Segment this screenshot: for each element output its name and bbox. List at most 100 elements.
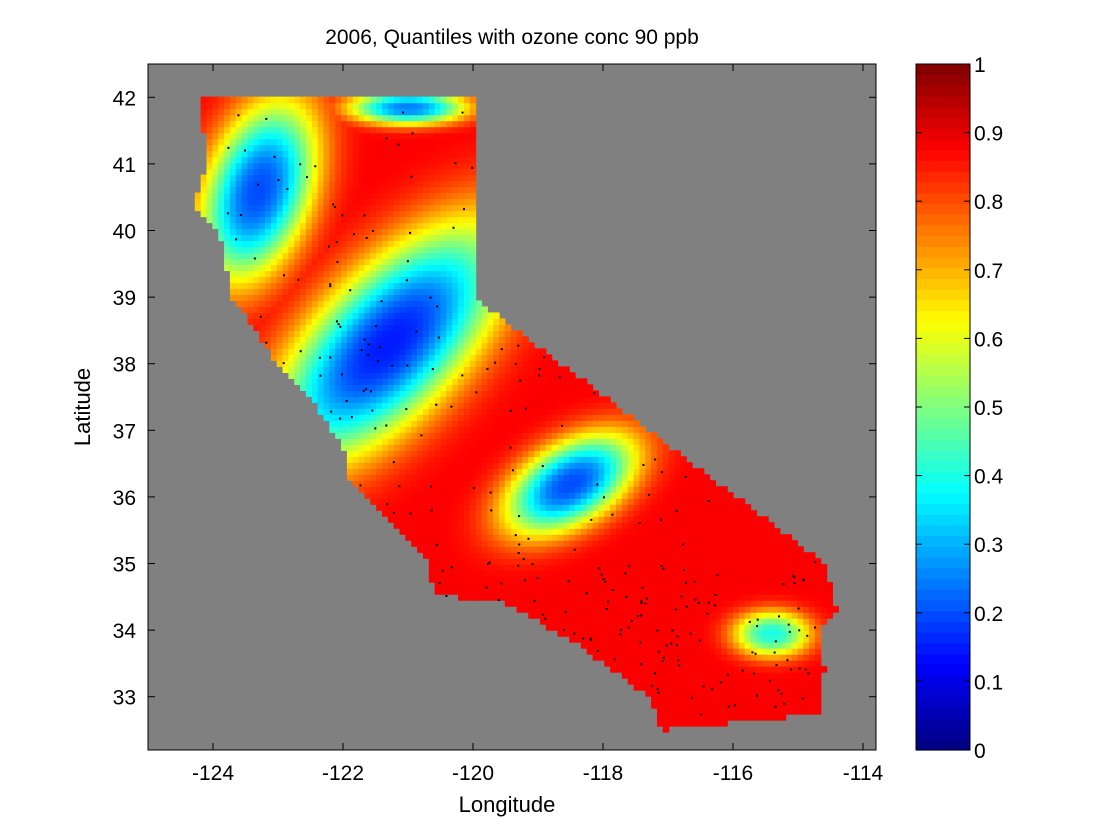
heatmap-cell bbox=[709, 558, 717, 565]
heatmap-cell bbox=[440, 438, 447, 445]
heatmap-cell bbox=[809, 642, 816, 649]
heatmap-cell bbox=[809, 660, 816, 667]
heatmap-cell bbox=[727, 618, 734, 625]
heatmap-cell bbox=[323, 192, 330, 200]
heatmap-cell bbox=[300, 294, 307, 302]
heatmap-cell bbox=[621, 636, 629, 643]
heatmap-cell bbox=[481, 378, 488, 385]
heatmap-cell bbox=[639, 660, 646, 667]
heatmap-cell bbox=[621, 672, 629, 679]
heatmap-cell bbox=[206, 162, 213, 170]
heatmap-cell bbox=[762, 516, 769, 523]
heatmap-cell bbox=[323, 384, 330, 391]
heatmap-cell bbox=[346, 360, 354, 367]
heatmap-cell bbox=[539, 384, 547, 391]
heatmap-cell bbox=[458, 366, 465, 373]
heatmap-cell bbox=[440, 522, 447, 529]
heatmap-cell bbox=[346, 378, 354, 385]
heatmap-cell bbox=[411, 252, 418, 260]
heatmap-cell bbox=[621, 540, 629, 547]
heatmap-cell bbox=[750, 510, 757, 517]
heatmap-cell bbox=[633, 660, 640, 667]
heatmap-cell bbox=[709, 720, 717, 727]
heatmap-cell bbox=[814, 606, 822, 613]
heatmap-cell bbox=[329, 150, 336, 158]
heatmap-cell bbox=[475, 414, 483, 421]
heatmap-cell bbox=[692, 642, 699, 649]
heatmap-cell bbox=[446, 324, 453, 331]
heatmap-cell bbox=[504, 426, 512, 433]
heatmap-cell bbox=[194, 192, 202, 200]
heatmap-cell bbox=[773, 636, 781, 643]
heatmap-cell bbox=[376, 180, 383, 188]
heatmap-cell bbox=[510, 588, 518, 595]
heatmap-cell bbox=[364, 330, 371, 337]
heatmap-cell bbox=[411, 192, 418, 200]
heatmap-cell bbox=[393, 252, 401, 260]
heatmap-cell bbox=[569, 558, 576, 565]
heatmap-cell bbox=[809, 684, 816, 691]
heatmap-cell bbox=[481, 486, 488, 493]
heatmap-cell bbox=[376, 210, 383, 218]
heatmap-cell bbox=[727, 684, 734, 691]
heatmap-cell bbox=[387, 378, 395, 385]
heatmap-cell bbox=[598, 432, 605, 439]
heatmap-cell bbox=[463, 240, 471, 248]
heatmap-cell bbox=[756, 612, 763, 619]
heatmap-cell bbox=[662, 576, 670, 583]
heatmap-cell bbox=[463, 348, 471, 355]
heatmap-cell bbox=[253, 168, 260, 176]
heatmap-cell bbox=[364, 480, 371, 487]
heatmap-cell bbox=[481, 474, 488, 481]
heatmap-cell bbox=[686, 522, 693, 529]
heatmap-cell bbox=[662, 690, 670, 697]
heatmap-cell bbox=[300, 306, 307, 314]
heatmap-cell bbox=[686, 714, 693, 721]
heatmap-cell bbox=[569, 534, 576, 541]
heatmap-cell bbox=[270, 216, 278, 224]
heatmap-cell bbox=[294, 228, 301, 236]
heatmap-cell bbox=[265, 210, 272, 218]
heatmap-cell bbox=[534, 498, 541, 505]
heatmap-cell bbox=[662, 582, 670, 589]
heatmap-cell bbox=[633, 480, 640, 487]
heatmap-cell bbox=[446, 192, 453, 200]
heatmap-cell bbox=[674, 684, 681, 691]
heatmap-cell bbox=[247, 174, 254, 182]
heatmap-cell bbox=[259, 192, 266, 200]
heatmap-cell bbox=[721, 678, 728, 685]
heatmap-cell bbox=[756, 636, 763, 643]
heatmap-cell bbox=[703, 714, 711, 721]
heatmap-cell bbox=[545, 576, 553, 583]
heatmap-cell bbox=[820, 594, 828, 601]
heatmap-cell bbox=[282, 318, 289, 326]
heatmap-cell bbox=[428, 246, 436, 254]
heatmap-cell bbox=[399, 132, 406, 140]
heatmap-cell bbox=[569, 372, 576, 379]
heatmap-cell bbox=[756, 528, 763, 535]
heatmap-cell bbox=[300, 264, 307, 272]
heatmap-cell bbox=[656, 522, 664, 529]
heatmap-cell bbox=[376, 462, 383, 469]
heatmap-cell bbox=[481, 342, 488, 349]
heatmap-cell bbox=[733, 498, 740, 505]
heatmap-cell bbox=[276, 168, 284, 176]
heatmap-cell bbox=[703, 606, 711, 613]
heatmap-cell bbox=[282, 162, 289, 170]
heatmap-cell bbox=[422, 198, 430, 206]
heatmap-cell bbox=[727, 606, 734, 613]
heatmap-cell bbox=[346, 210, 354, 218]
heatmap-cell bbox=[814, 648, 822, 655]
heatmap-cell bbox=[288, 276, 295, 284]
heatmap-cell bbox=[499, 330, 506, 337]
heatmap-cell bbox=[762, 678, 769, 685]
heatmap-cell bbox=[545, 600, 553, 607]
heatmap-cell bbox=[428, 498, 436, 505]
heatmap-cell bbox=[300, 366, 307, 373]
heatmap-cell bbox=[206, 144, 213, 152]
heatmap-cell bbox=[434, 228, 442, 236]
heatmap-cell bbox=[738, 696, 746, 703]
heatmap-cell bbox=[639, 624, 646, 631]
heatmap-cell bbox=[692, 474, 699, 481]
heatmap-cell bbox=[329, 144, 336, 152]
